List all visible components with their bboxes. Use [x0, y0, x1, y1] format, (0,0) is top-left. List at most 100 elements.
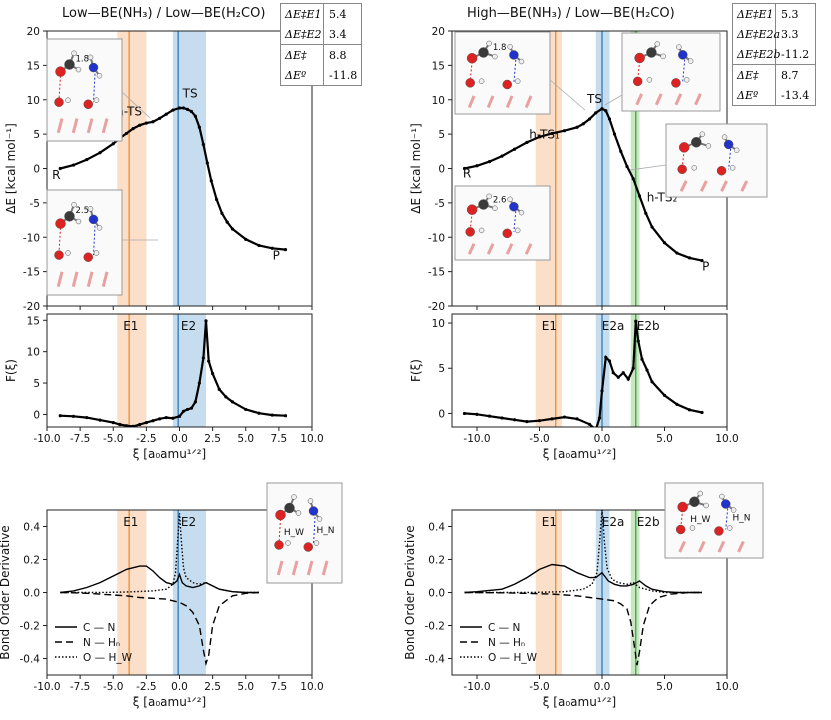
data-point — [575, 417, 579, 421]
nitrogen-atom — [509, 201, 519, 212]
right-force-frame — [451, 313, 728, 428]
band-e1 — [535, 314, 562, 427]
y-axis-label: ΔE [kcal mol⁻¹] — [4, 123, 18, 214]
x-tick-label: 0.0 — [171, 681, 188, 693]
right-table-row: ΔE‡E2a 3.3 — [733, 24, 815, 44]
bond — [313, 516, 316, 546]
surface-bond — [717, 540, 726, 553]
y-tick-label: 10 — [27, 95, 40, 107]
x-tick-label: 10.0 — [715, 433, 738, 445]
y-tick-label: 5 — [438, 129, 445, 141]
data-point — [621, 371, 625, 375]
x-tick-label: -2.5 — [136, 433, 157, 445]
surface-bond — [56, 271, 64, 287]
oxygen-atom — [83, 99, 93, 110]
hydrogen-atom — [689, 525, 696, 531]
data-point — [270, 413, 274, 417]
left-table-row: ΔE‡ 8.8 — [281, 45, 361, 65]
hydrogen-atom — [285, 540, 291, 546]
hydrogen-atom — [683, 77, 690, 83]
data-point — [171, 416, 175, 420]
y-tick-label: 10 — [432, 95, 445, 107]
hydrogen-atom — [730, 507, 737, 513]
data-point — [611, 371, 615, 375]
data-point — [462, 166, 467, 171]
data-point — [201, 356, 205, 360]
data-point — [462, 411, 467, 416]
data-point — [204, 319, 208, 323]
bond — [58, 75, 61, 101]
data-point — [177, 414, 182, 418]
energy-value: 5.4 — [329, 7, 347, 21]
data-point — [181, 106, 186, 110]
x-tick-label: -5.0 — [103, 681, 124, 693]
carbon-atom — [478, 47, 489, 58]
oxygen-atom — [54, 97, 64, 107]
right-table-section: ΔE‡E1 5.3 ΔE‡E2a 3.3 ΔE‡E2b -11.2 — [733, 4, 815, 65]
distance-label: 2.6 — [493, 195, 507, 205]
y-axis-label: ΔE [kcal mol⁻¹] — [409, 123, 423, 214]
hw-label: H_W — [284, 528, 304, 538]
y-tick-label: 20 — [27, 26, 40, 38]
oxygen-atom — [678, 142, 690, 153]
data-point — [71, 414, 76, 418]
band-label-e2b: E2b — [637, 319, 660, 333]
data-point — [98, 418, 102, 422]
energy-label: ΔE‡ — [733, 65, 776, 85]
data-point — [197, 381, 201, 385]
point-annotation: P — [702, 259, 709, 273]
x-tick-label: -10.0 — [33, 681, 60, 693]
surface-bond — [86, 271, 94, 287]
x-tick-label: 5.0 — [237, 433, 254, 445]
left-bond-order-chart: E1 E2 -0.4 -0.2 0.0 0.2 0.4 -10.0 -7.5 -5.0 -2.5 0.… — [0, 509, 324, 709]
carbon-atom — [64, 59, 75, 70]
hydrogen-atom — [676, 44, 682, 50]
data-point — [600, 107, 604, 111]
data-point — [607, 359, 612, 363]
x-tick-label: -10.0 — [463, 681, 490, 693]
bond — [469, 212, 473, 231]
bond — [93, 73, 96, 103]
nitrogen-atom — [723, 139, 734, 150]
distance-label: 1.8 — [75, 54, 89, 64]
data-point — [637, 194, 642, 198]
surface-bond — [71, 271, 79, 287]
data-point — [197, 125, 201, 129]
y-tick-label: -0.2 — [20, 621, 41, 633]
data-point — [138, 123, 142, 127]
y-tick-label: -0.2 — [425, 621, 446, 633]
oxygen-atom — [55, 218, 66, 229]
x-axis-label: ξ [a₀amu¹ᐟ²] — [543, 695, 616, 709]
surface-bond — [276, 560, 284, 576]
hydrogen-atom — [65, 250, 71, 256]
x-tick-label: 7.5 — [271, 433, 288, 445]
y-tick-label: 20 — [432, 26, 445, 38]
point-annotation: P — [273, 248, 280, 262]
data-point — [619, 149, 623, 153]
y-tick-label: -5 — [30, 198, 40, 210]
y-tick-label: -0.4 — [425, 654, 446, 666]
inset-leader-line — [121, 91, 151, 119]
data-point — [164, 415, 168, 420]
data-point — [58, 414, 62, 418]
data-point — [594, 111, 598, 115]
series-line — [60, 565, 259, 594]
hydrogen-atom — [93, 250, 100, 256]
data-point — [675, 402, 679, 406]
data-point — [687, 408, 692, 412]
data-point — [616, 375, 620, 379]
y-tick-label: 0.2 — [428, 555, 445, 567]
surface-bond — [679, 180, 688, 192]
legend-label: C — N — [488, 622, 520, 634]
data-point — [177, 106, 182, 110]
x-tick-label: 10.0 — [300, 681, 323, 693]
surface-bond — [486, 243, 495, 255]
y-tick-label: 15 — [27, 315, 40, 327]
hw-label: H_W — [690, 515, 710, 525]
left-table-row: ΔEº -11.8 — [281, 65, 361, 85]
y-tick-label: -5 — [435, 198, 445, 210]
x-tick-label: 10.0 — [300, 433, 323, 445]
series-line — [464, 563, 702, 594]
data-point — [283, 414, 288, 418]
energy-value: 3.3 — [781, 27, 799, 41]
